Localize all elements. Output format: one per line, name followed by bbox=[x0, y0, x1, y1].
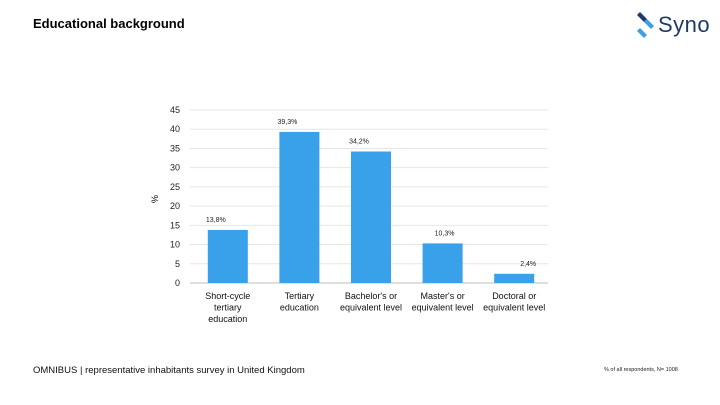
logo-text: Syno bbox=[658, 12, 711, 37]
logo: Syno bbox=[636, 10, 710, 40]
y-tick-label: 30 bbox=[170, 163, 180, 173]
page-title: Educational background bbox=[33, 16, 185, 31]
data-label: 2,4% bbox=[520, 261, 536, 268]
x-tick-label: Doctoral or bbox=[492, 291, 536, 301]
bar bbox=[207, 229, 248, 283]
y-axis-label: % bbox=[150, 195, 160, 203]
data-label: 13,8% bbox=[206, 217, 226, 224]
data-label: 10,3% bbox=[435, 230, 455, 237]
y-tick-label: 5 bbox=[175, 259, 180, 269]
x-tick-label: equivalent level bbox=[483, 303, 545, 313]
logo-mark-icon bbox=[637, 12, 654, 38]
x-tick-label: Bachelor's or bbox=[345, 291, 397, 301]
y-tick-label: 35 bbox=[170, 143, 180, 153]
y-tick-label: 25 bbox=[170, 182, 180, 192]
x-tick-label: tertiary bbox=[214, 303, 242, 313]
footer-note: % of all respondents, N= 1008 bbox=[604, 367, 678, 373]
y-tick-label: 40 bbox=[170, 124, 180, 134]
x-tick-label: Master's or bbox=[420, 291, 464, 301]
x-tick-label: education bbox=[280, 303, 319, 313]
x-tick-label: equivalent level bbox=[340, 303, 402, 313]
footer-source: OMNIBUS | representative inhabitants sur… bbox=[33, 365, 305, 376]
bar bbox=[422, 243, 463, 283]
bar bbox=[494, 273, 535, 283]
x-tick-label: Short-cycle bbox=[205, 291, 250, 301]
bar bbox=[279, 131, 320, 283]
x-tick-label: equivalent level bbox=[412, 303, 474, 313]
y-tick-label: 10 bbox=[170, 240, 180, 250]
y-tick-label: 20 bbox=[170, 201, 180, 211]
data-label: 39,3% bbox=[277, 119, 297, 126]
x-tick-label: Tertiary bbox=[285, 291, 315, 301]
x-tick-label: education bbox=[208, 314, 247, 324]
data-label: 34,2% bbox=[349, 139, 369, 146]
y-tick-label: 0 bbox=[175, 278, 180, 288]
y-tick-label: 45 bbox=[170, 105, 180, 115]
bar bbox=[351, 151, 391, 283]
y-tick-label: 15 bbox=[170, 220, 180, 230]
